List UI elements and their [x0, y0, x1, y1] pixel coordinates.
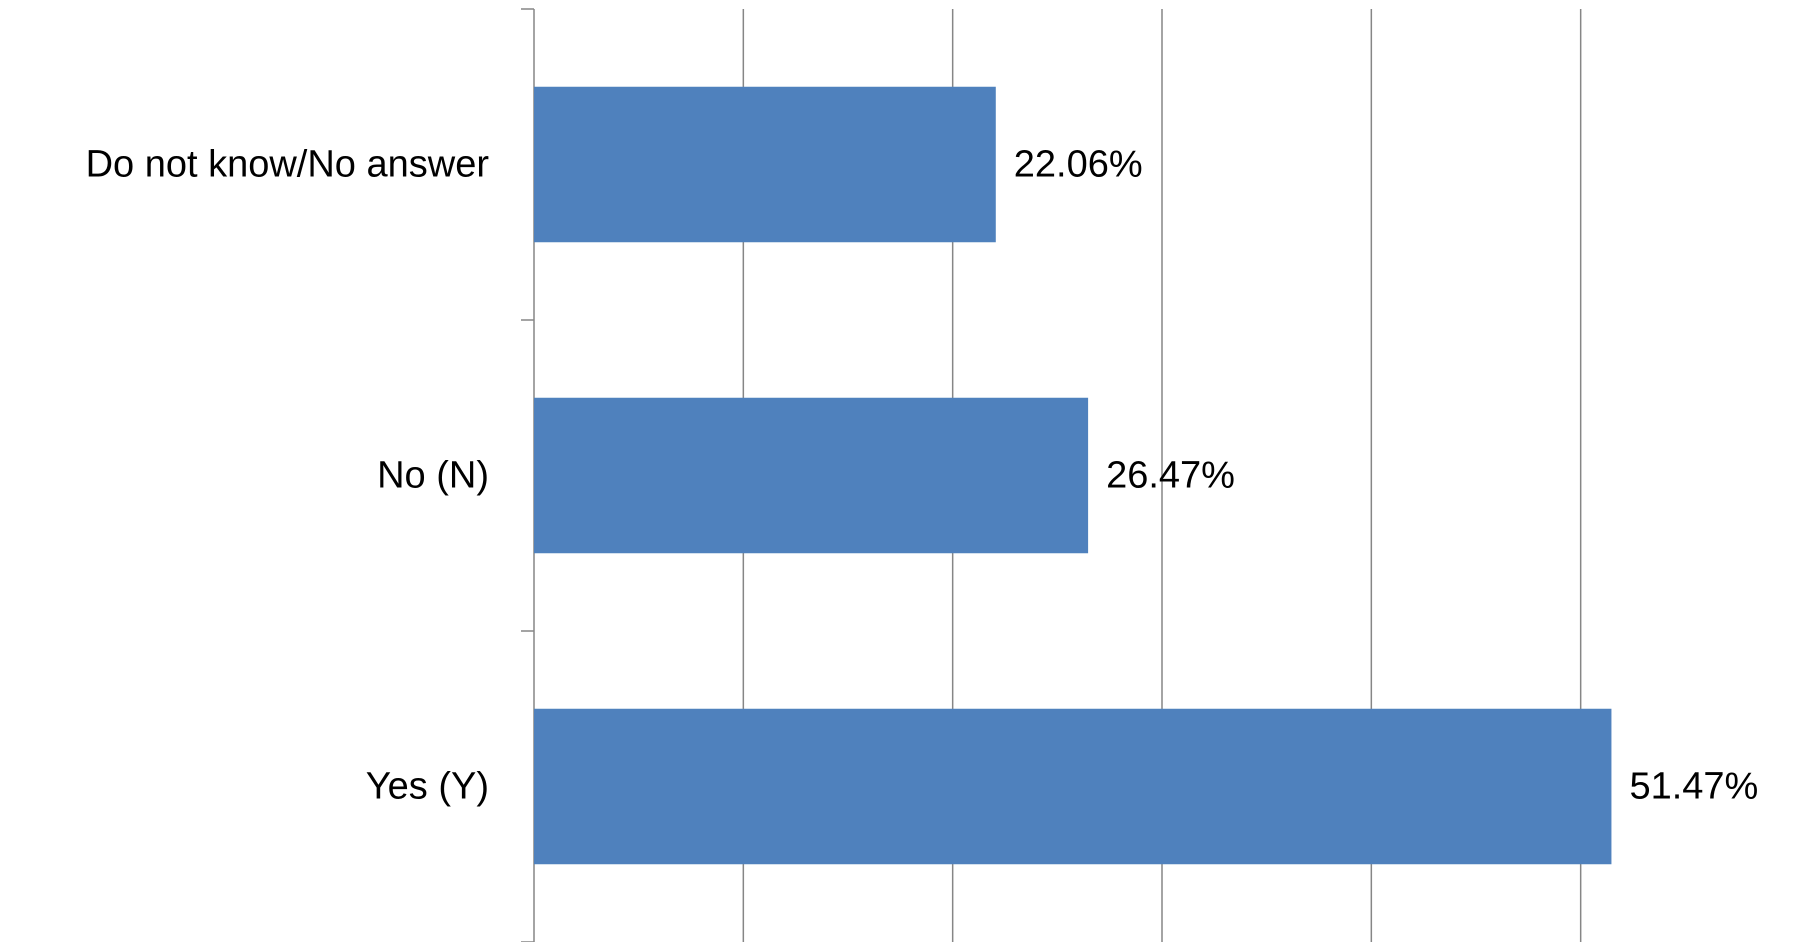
bar: [534, 708, 1612, 865]
category-label: Do not know/No answer: [86, 144, 490, 186]
value-label: 26.47%: [1106, 455, 1235, 497]
value-label: 22.06%: [1014, 144, 1143, 186]
category-label: No (N): [377, 455, 489, 497]
bar: [534, 397, 1089, 554]
category-label: Yes (Y): [366, 766, 489, 808]
bar: [534, 86, 996, 243]
value-label: 51.47%: [1629, 766, 1758, 808]
